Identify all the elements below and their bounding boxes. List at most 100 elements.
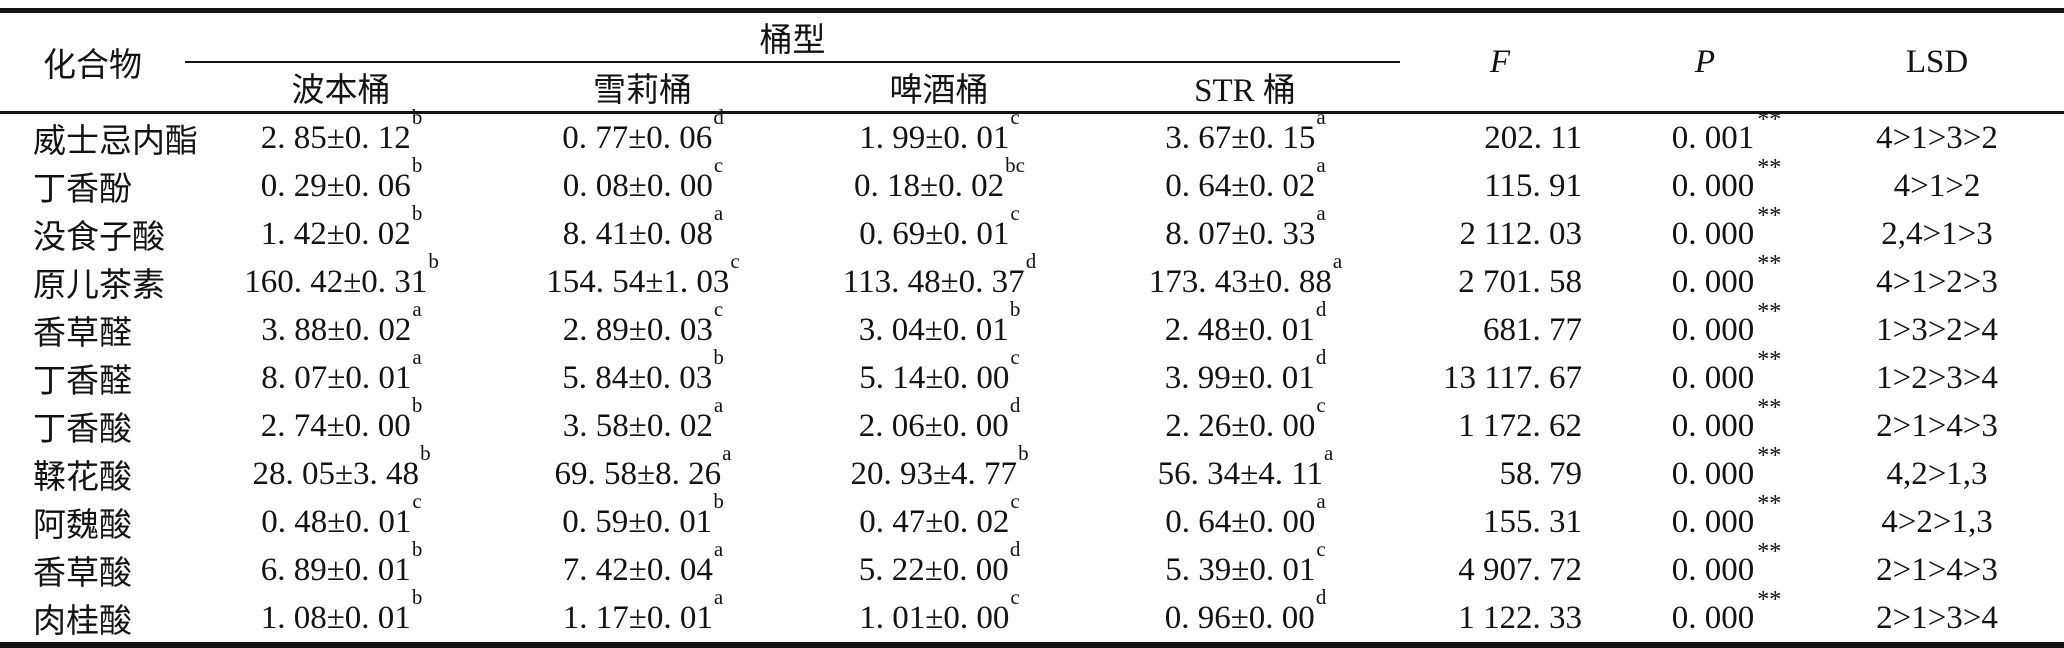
header-beer-barrel: 啤酒桶 [889, 73, 989, 109]
mean-sd-value: 1. 17±0. 01 [562, 599, 713, 636]
mean-sd-value: 5. 14±0. 00 [859, 359, 1010, 396]
mean-sd-value: 6. 89±0. 01 [260, 551, 411, 588]
significance-letter: c [1316, 392, 1326, 417]
measurement-value: 8. 07±0. 33a [1090, 202, 1400, 258]
mean-sd-value: 7. 42±0. 04 [562, 551, 713, 588]
mean-sd-value: 0. 08±0. 00 [562, 167, 713, 204]
significance-letter: b [713, 488, 724, 513]
measurement-value: 0. 69±0. 01c [788, 202, 1090, 258]
mean-sd-value: 2. 48±0. 01 [1164, 311, 1315, 348]
p-number: 0. 000 [1671, 599, 1755, 636]
compound-name: 丁香酚 [33, 172, 132, 208]
compound-name: 丁香醛 [33, 364, 132, 400]
table-row: 丁香酚 0. 29±0. 06b 0. 08±0. 00c 0. 18±0. 02bc… [0, 154, 2064, 210]
p-value: 0. 000 ** [1600, 444, 1810, 498]
significance-letter: a [412, 296, 422, 321]
measurement-value: 1. 08±0. 01b [185, 586, 497, 645]
mean-sd-value: 154. 54±1. 03 [546, 263, 730, 300]
compound-name: 香草醛 [33, 316, 132, 352]
f-statistic-value: 681. 77 [1483, 311, 1582, 348]
measurement-value: 2. 89±0. 03c [497, 298, 788, 354]
measurement-value: 28. 05±3. 48b [185, 442, 497, 498]
header-barrel-subrow: 波本桶 雪莉桶 啤酒桶 STR 桶 [0, 62, 2064, 113]
f-statistic-value: 1 122. 33 [1458, 599, 1582, 636]
significance-letter: b [1009, 296, 1021, 321]
p-number: 0. 000 [1671, 215, 1755, 252]
lsd-ranking: 4>2>1,3 [1881, 503, 1993, 540]
measurement-value: 1. 42±0. 02b [185, 202, 497, 258]
lsd-ranking: 4>1>2 [1893, 167, 1981, 204]
measurement-value: 1. 17±0. 01a [497, 586, 788, 645]
table-row: 丁香醛 8. 07±0. 01a 5. 84±0. 03b 5. 14±0. 00c 3… [0, 346, 2064, 402]
measurement-value: 0. 77±0. 06d [497, 106, 788, 163]
measurement-value: 2. 48±0. 01d [1090, 298, 1400, 354]
measurement-value: 3. 58±0. 02a [497, 394, 788, 450]
significance-stars: ** [1757, 395, 1782, 422]
measurement-value: 0. 64±0. 00a [1090, 490, 1400, 546]
compound-name: 肉桂酸 [33, 604, 132, 640]
significance-stars: ** [1757, 107, 1782, 134]
table-row: 阿魏酸 0. 48±0. 01c 0. 59±0. 01b 0. 47±0. 02c 0… [0, 490, 2064, 546]
measurement-value: 0. 47±0. 02c [788, 490, 1090, 546]
f-statistic-value: 13 117. 67 [1442, 359, 1582, 396]
mean-sd-value: 69. 58±8. 26 [554, 455, 722, 492]
header-bourbon-barrel: 波本桶 [291, 73, 391, 109]
mean-sd-value: 20. 93±4. 77 [850, 455, 1018, 492]
significance-stars: ** [1757, 203, 1782, 230]
header-str-barrel: STR 桶 [1194, 73, 1296, 109]
compound-name: 鞣花酸 [33, 460, 132, 496]
significance-stars: ** [1757, 155, 1782, 182]
p-value: 0. 000 ** [1600, 156, 1810, 210]
significance-letter: a [1316, 104, 1326, 129]
mean-sd-value: 0. 64±0. 02 [1165, 167, 1316, 204]
significance-letter: d [1009, 536, 1021, 561]
measurement-value: 8. 07±0. 01a [185, 346, 497, 402]
significance-letter: b [411, 584, 423, 609]
table-row: 丁香酸 2. 74±0. 00b 3. 58±0. 02a 2. 06±0. 00d 2… [0, 394, 2064, 450]
mean-sd-value: 113. 48±0. 37 [842, 263, 1025, 300]
lsd-ranking: 1>2>3>4 [1876, 359, 1998, 396]
table-row: 肉桂酸 1. 08±0. 01b 1. 17±0. 01a 1. 01±0. 00c 0… [0, 586, 2064, 645]
measurement-value: 6. 89±0. 01b [185, 538, 497, 594]
f-statistic-value: 58. 79 [1499, 455, 1583, 492]
p-number: 0. 000 [1671, 311, 1755, 348]
measurement-value: 5. 84±0. 03b [497, 346, 788, 402]
measurement-value: 56. 34±4. 11a [1090, 442, 1400, 498]
significance-letter: a [713, 584, 724, 609]
p-value: 0. 000 ** [1600, 588, 1810, 645]
significance-stars: ** [1757, 587, 1782, 614]
mean-sd-value: 8. 07±0. 33 [1165, 215, 1316, 252]
measurement-value: 3. 67±0. 15a [1090, 106, 1400, 163]
mean-sd-value: 2. 74±0. 00 [260, 407, 411, 444]
measurement-value: 20. 93±4. 77b [788, 442, 1090, 498]
p-value: 0. 000 ** [1600, 396, 1810, 450]
measurement-value: 2. 85±0. 12b [185, 106, 497, 163]
significance-stars: ** [1757, 491, 1782, 518]
mean-sd-value: 2. 06±0. 00 [858, 407, 1009, 444]
significance-letter: a [412, 344, 422, 369]
p-value: 0. 001 ** [1600, 108, 1810, 163]
significance-letter: d [1315, 584, 1327, 609]
lsd-ranking: 2>1>4>3 [1876, 551, 1998, 588]
mean-sd-value: 2. 89±0. 03 [562, 311, 713, 348]
mean-sd-value: 0. 69±0. 01 [859, 215, 1010, 252]
significance-letter: a [713, 392, 724, 417]
mean-sd-value: 1. 08±0. 01 [260, 599, 411, 636]
mean-sd-value: 3. 04±0. 01 [858, 311, 1009, 348]
measurement-value: 0. 18±0. 02bc [788, 154, 1090, 210]
significance-letter: b [428, 248, 439, 273]
lsd-ranking: 4>1>3>2 [1876, 119, 1998, 156]
header-p-value: P [1694, 43, 1716, 80]
p-number: 0. 000 [1671, 263, 1755, 300]
p-number: 0. 000 [1671, 503, 1755, 540]
mean-sd-value: 5. 84±0. 03 [562, 359, 713, 396]
significance-letter: c [1010, 104, 1020, 129]
measurement-value: 5. 22±0. 00d [788, 538, 1090, 594]
measurement-value: 5. 39±0. 01c [1090, 538, 1400, 594]
mean-sd-value: 0. 59±0. 01 [562, 503, 713, 540]
significance-stars: ** [1757, 299, 1782, 326]
header-sherry-barrel: 雪莉桶 [593, 73, 692, 109]
significance-letter: c [1010, 200, 1020, 225]
f-statistic-value: 155. 31 [1483, 503, 1582, 540]
